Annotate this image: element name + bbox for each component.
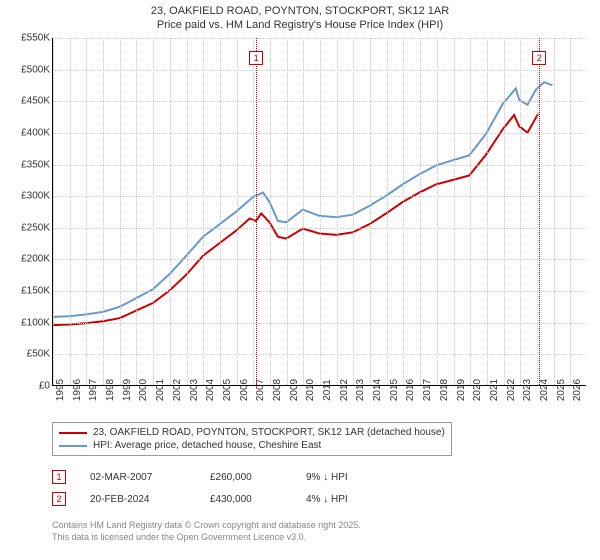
sale-date: 20-FEB-2024	[90, 494, 186, 505]
y-tick-label: £500K	[4, 64, 50, 75]
gridline-v	[187, 38, 188, 385]
sale-price: £430,000	[210, 494, 282, 505]
marker-line	[539, 38, 540, 385]
gridline-v	[454, 38, 455, 385]
y-tick-label: £0	[4, 381, 50, 392]
gridline-v	[554, 38, 555, 385]
gridline-v	[370, 38, 371, 385]
gridline-v	[203, 38, 204, 385]
legend-swatch	[59, 432, 87, 434]
y-tick-label: £350K	[4, 159, 50, 170]
gridline-v	[153, 38, 154, 385]
gridline-v	[504, 38, 505, 385]
legend-label: 23, OAKFIELD ROAD, POYNTON, STOCKPORT, S…	[93, 427, 445, 438]
gridline-v	[86, 38, 87, 385]
chart-container: 23, OAKFIELD ROAD, POYNTON, STOCKPORT, S…	[0, 0, 600, 560]
gridline-v	[120, 38, 121, 385]
gridline-v	[437, 38, 438, 385]
legend-item: HPI: Average price, detached house, Ches…	[59, 439, 445, 452]
gridline-v	[487, 38, 488, 385]
gridline-v	[303, 38, 304, 385]
footer-line1: Contains HM Land Registry data © Crown c…	[52, 520, 361, 532]
sale-marker: 2	[52, 492, 66, 506]
gridline-v	[470, 38, 471, 385]
y-tick-label: £100K	[4, 317, 50, 328]
y-tick-label: £50K	[4, 349, 50, 360]
gridline-v	[103, 38, 104, 385]
gridline-v	[237, 38, 238, 385]
sale-marker: 1	[52, 470, 66, 484]
y-tick-label: £400K	[4, 127, 50, 138]
gridline-v	[537, 38, 538, 385]
gridline-v	[287, 38, 288, 385]
sale-date: 02-MAR-2007	[90, 472, 186, 483]
chart-title: 23, OAKFIELD ROAD, POYNTON, STOCKPORT, S…	[0, 0, 600, 35]
marker-box: 1	[249, 51, 263, 65]
y-tick-label: £550K	[4, 33, 50, 44]
y-tick-label: £250K	[4, 222, 50, 233]
sale-diff: 9% ↓ HPI	[306, 472, 386, 483]
sale-diff: 4% ↓ HPI	[306, 494, 386, 505]
title-line1: 23, OAKFIELD ROAD, POYNTON, STOCKPORT, S…	[0, 4, 600, 18]
y-tick-label: £150K	[4, 286, 50, 297]
sale-row: 2 20-FEB-2024 £430,000 4% ↓ HPI	[52, 488, 386, 510]
gridline-v	[136, 38, 137, 385]
gridline-v	[320, 38, 321, 385]
gridline-v	[353, 38, 354, 385]
marker-box: 2	[532, 51, 546, 65]
gridline-v	[403, 38, 404, 385]
sale-price: £260,000	[210, 472, 282, 483]
plot-area: 12	[52, 38, 586, 386]
legend-item: 23, OAKFIELD ROAD, POYNTON, STOCKPORT, S…	[59, 426, 445, 439]
gridline-v	[570, 38, 571, 385]
legend: 23, OAKFIELD ROAD, POYNTON, STOCKPORT, S…	[52, 422, 452, 456]
legend-swatch	[59, 445, 87, 447]
gridline-v	[270, 38, 271, 385]
gridline-v	[253, 38, 254, 385]
gridline-v	[220, 38, 221, 385]
sales-table: 1 02-MAR-2007 £260,000 9% ↓ HPI 2 20-FEB-2024…	[52, 466, 386, 510]
gridline-v	[520, 38, 521, 385]
gridline-v	[420, 38, 421, 385]
gridline-v	[337, 38, 338, 385]
gridline-v	[70, 38, 71, 385]
y-tick-label: £200K	[4, 254, 50, 265]
gridline-v	[387, 38, 388, 385]
series-price_paid	[53, 114, 538, 325]
footer-line2: This data is licensed under the Open Gov…	[52, 532, 361, 544]
title-line2: Price paid vs. HM Land Registry's House …	[0, 18, 600, 32]
y-tick-label: £300K	[4, 191, 50, 202]
legend-label: HPI: Average price, detached house, Ches…	[93, 440, 321, 451]
y-tick-label: £450K	[4, 96, 50, 107]
gridline-v	[53, 38, 54, 385]
footer-attribution: Contains HM Land Registry data © Crown c…	[52, 520, 361, 543]
marker-line	[256, 38, 257, 385]
sale-row: 1 02-MAR-2007 £260,000 9% ↓ HPI	[52, 466, 386, 488]
gridline-v	[170, 38, 171, 385]
